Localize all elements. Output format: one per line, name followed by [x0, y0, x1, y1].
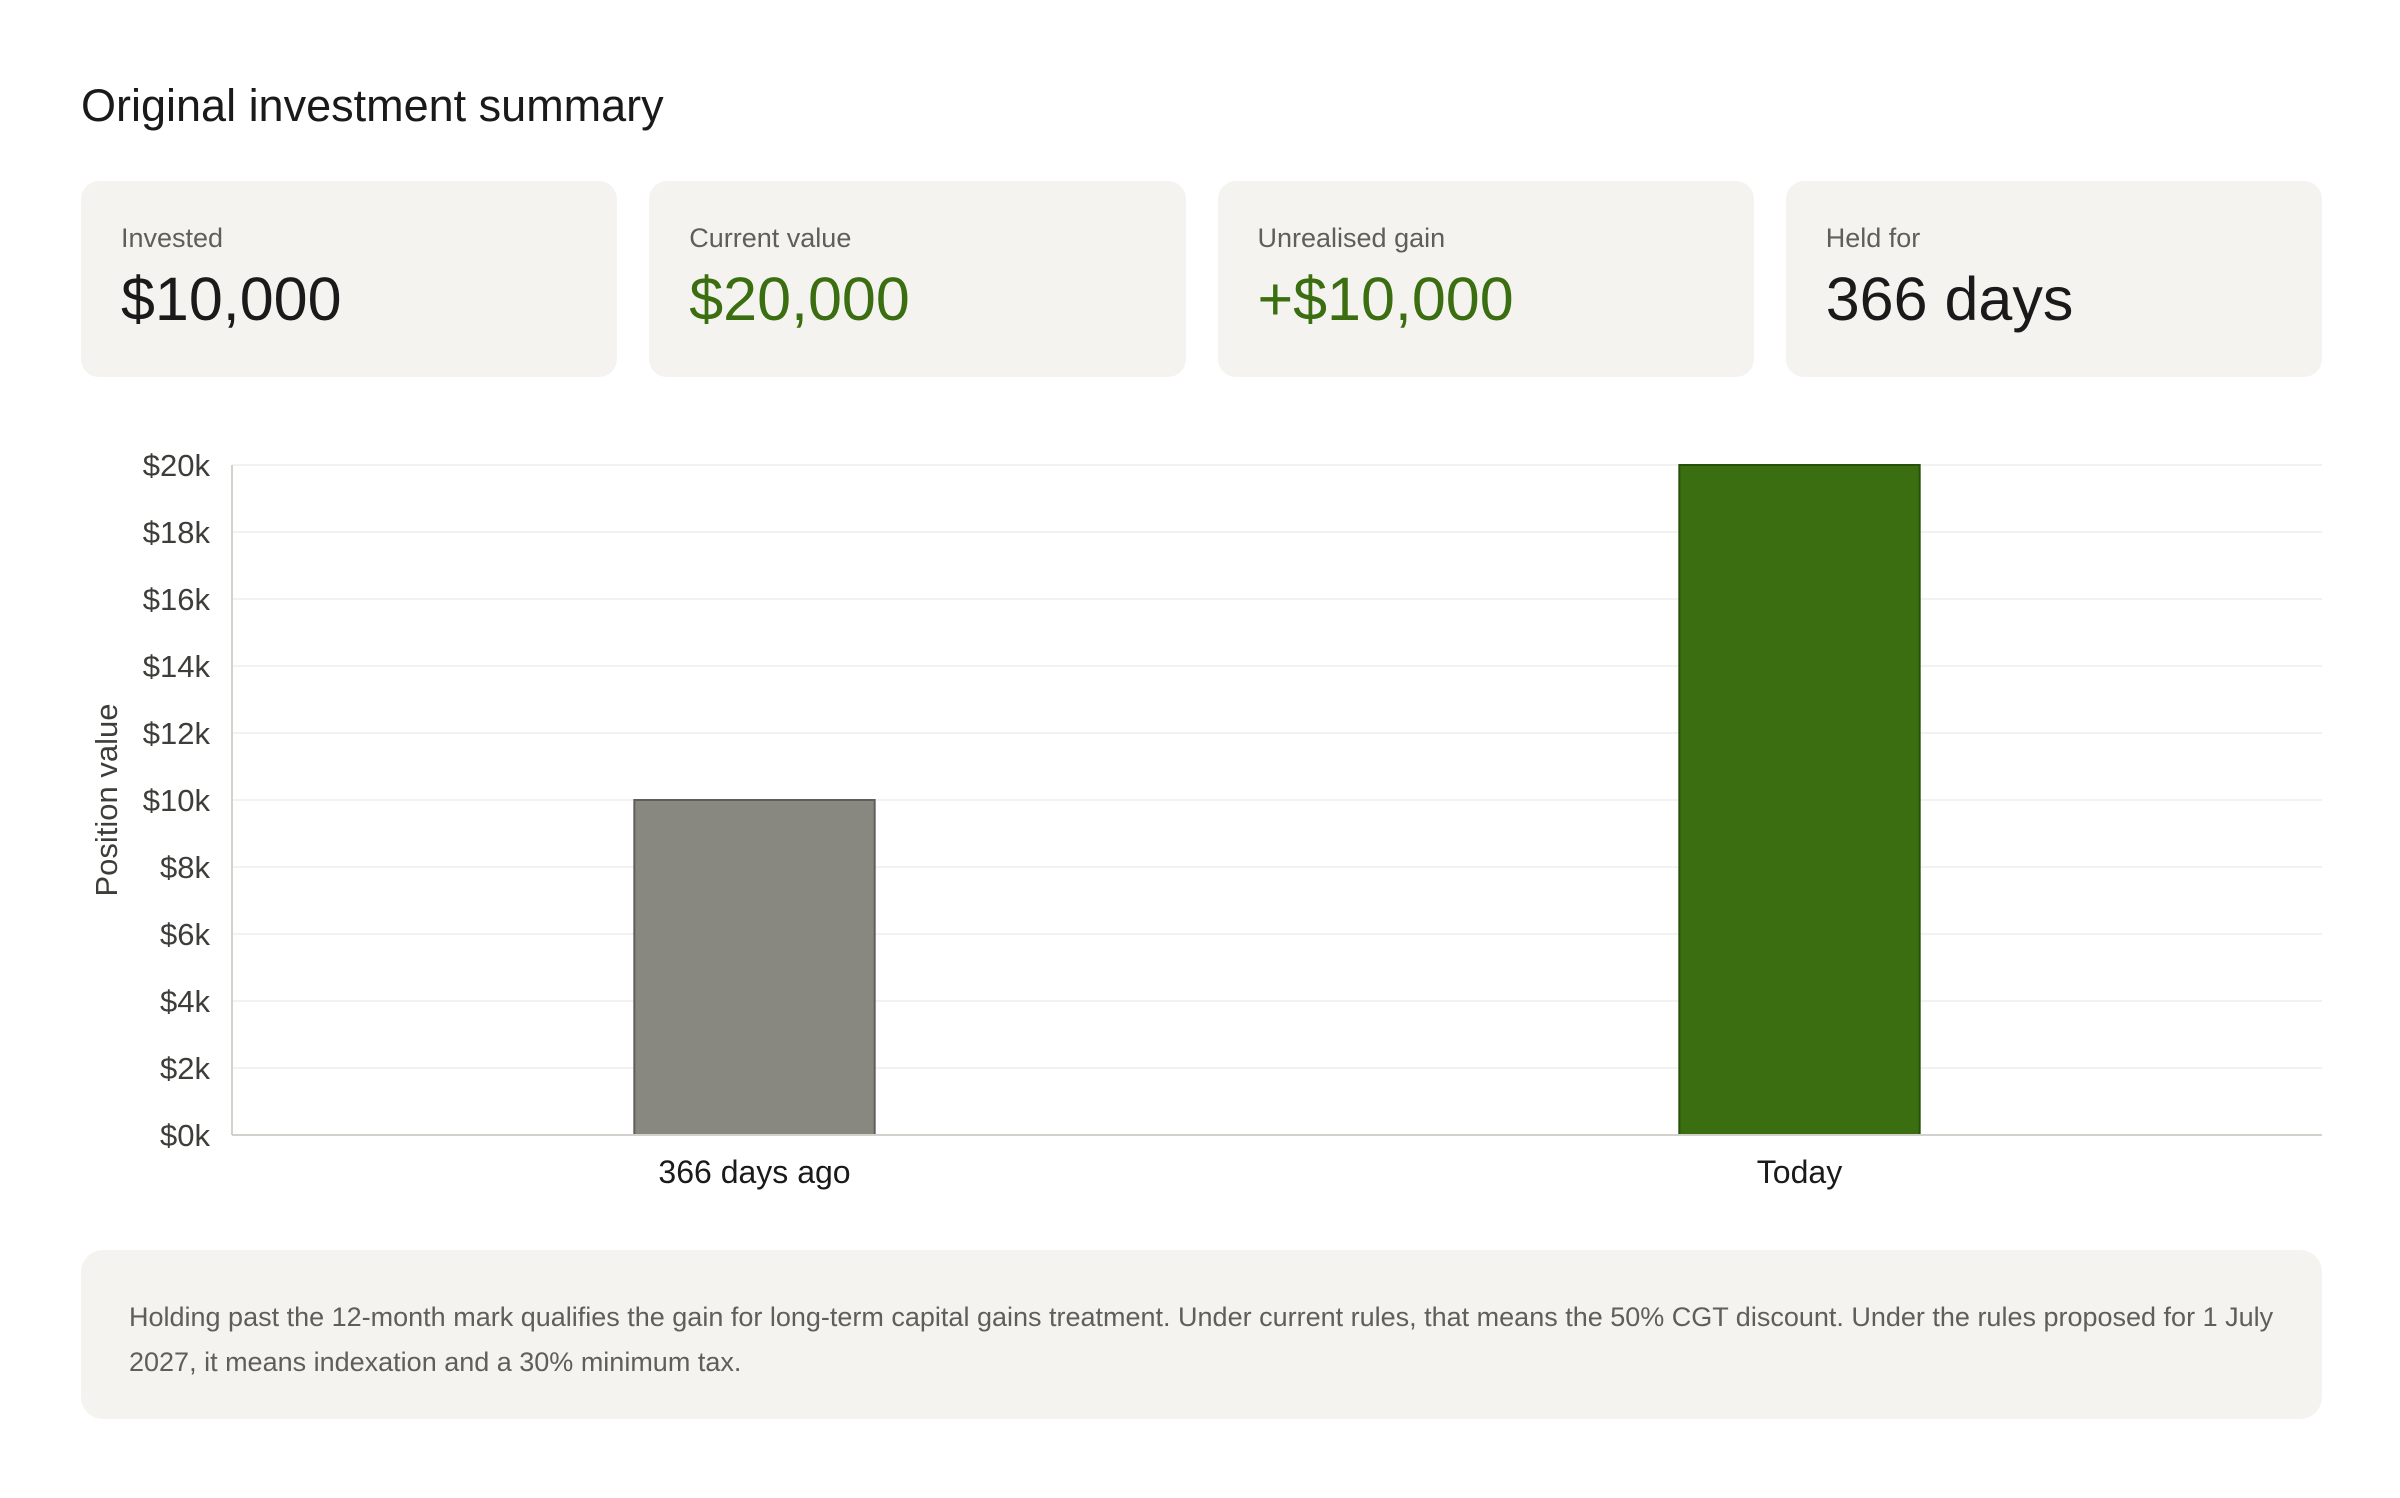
bars: [633, 464, 1921, 1136]
unrealised-gain-label: Unrealised gain: [1257, 223, 1446, 253]
y-tick-label: $6k: [160, 917, 210, 952]
grid-layer: [232, 464, 2322, 1069]
position-value-chart: $0k $2k $4k $6k $8k $10k $12k $14k $16k $18k $20k …: [0, 430, 2400, 1210]
y-axis-ticks: $0k $2k $4k $6k $8k $10k $12k $14k $16k $18k $20k: [143, 448, 211, 1153]
invested-value: $10,000: [121, 265, 342, 333]
page-title: Original investment summary: [81, 80, 664, 131]
y-tick-label: $18k: [143, 515, 211, 550]
invested-card: Invested $10,000: [81, 181, 618, 377]
y-tick-label: $2k: [160, 1051, 210, 1086]
current-value-label: Current value: [689, 223, 852, 253]
y-tick-label: $8k: [160, 850, 210, 885]
x-axis-ticks: 366 days ago Today: [658, 1154, 1842, 1190]
y-tick-label: $10k: [143, 783, 211, 818]
summary-cards: Invested $10,000 Current value $20,000 U…: [81, 181, 2322, 377]
held-for-value: 366 days: [1825, 265, 2074, 333]
unrealised-gain-value: +$10,000: [1257, 265, 1514, 333]
bar-chart-svg: $0k$2k$4k$6k$8k$10k$12k$14k$16k$18k$20k …: [89, 448, 2322, 1190]
current-value-card: Current value $20,000: [649, 181, 1186, 377]
unrealised-gain-card: Unrealised gain +$10,000: [1217, 181, 1754, 377]
cgt-note: Holding past the 12-month mark qualifies…: [81, 1250, 2322, 1419]
y-tick-label: $4k: [160, 984, 210, 1019]
y-axis-title: Position value: [89, 703, 124, 896]
invested-label: Invested: [121, 223, 224, 253]
y-tick-label: $14k: [143, 649, 211, 684]
y-tick-label: $16k: [143, 582, 211, 617]
bar-today: [1678, 464, 1921, 1136]
held-for-card: Held for 366 days: [1785, 181, 2322, 377]
y-tick-label: $0k: [160, 1118, 210, 1153]
current-value-value: $20,000: [689, 265, 910, 333]
x-tick-label: Today: [1757, 1154, 1842, 1190]
y-tick-label: $20k: [143, 448, 211, 483]
y-tick-label: $12k: [143, 716, 211, 751]
held-for-label: Held for: [1825, 223, 1921, 253]
bar-366-days-ago: [633, 799, 876, 1136]
x-tick-label: 366 days ago: [658, 1154, 850, 1190]
